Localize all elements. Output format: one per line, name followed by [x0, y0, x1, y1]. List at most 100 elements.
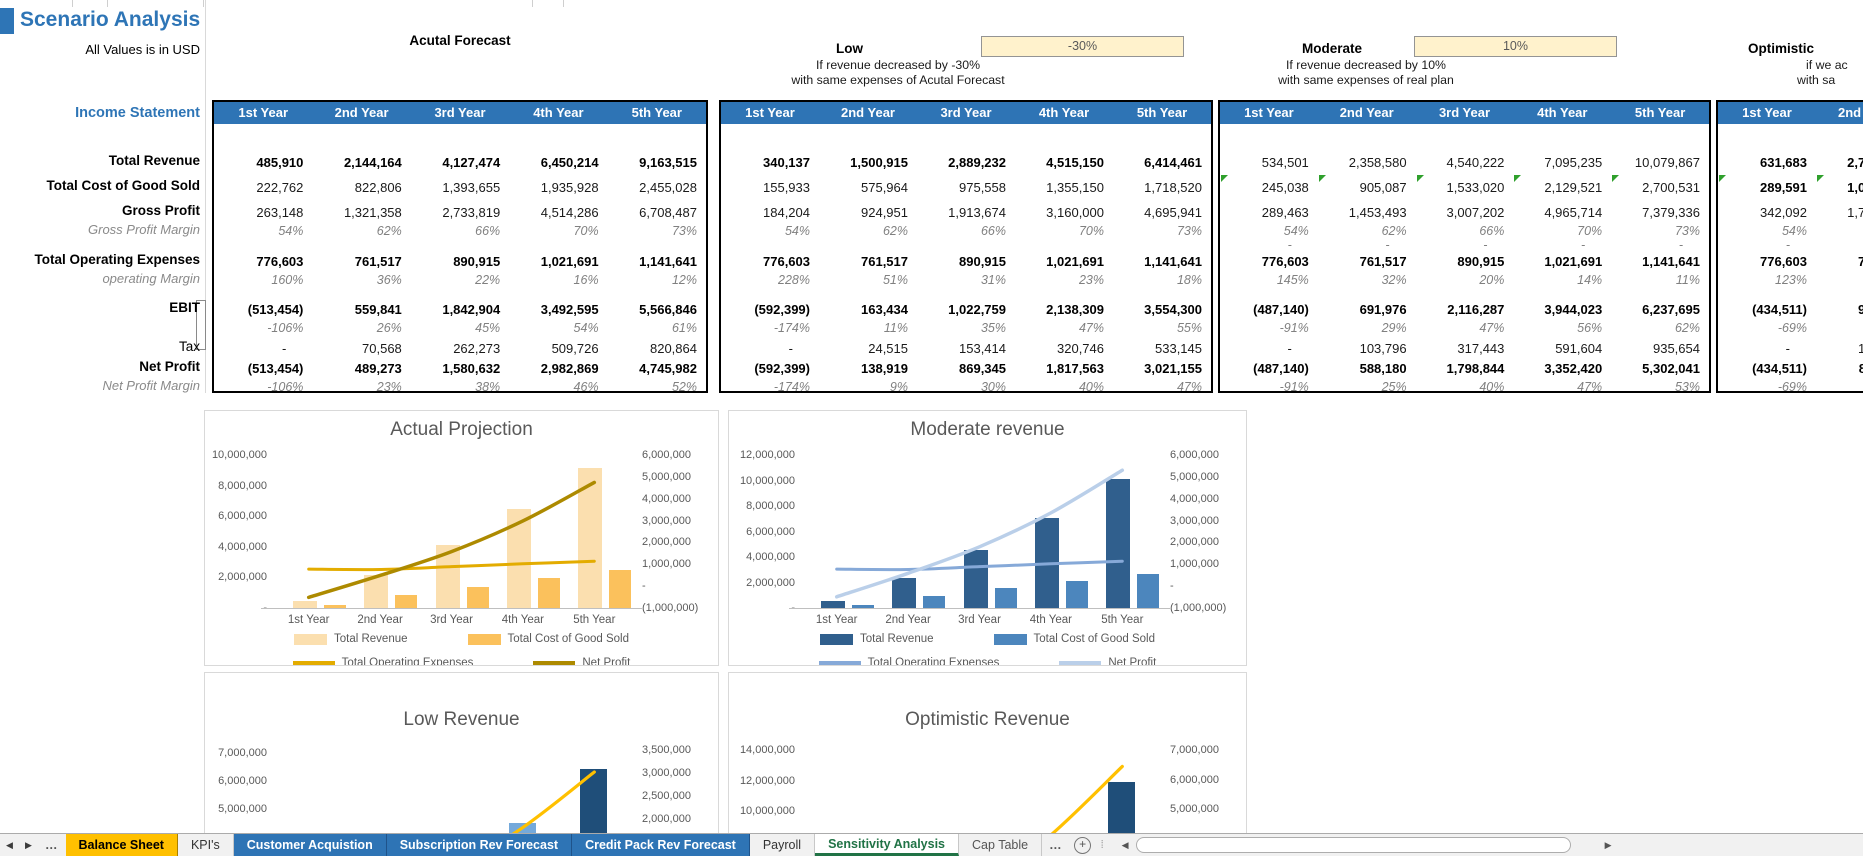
year-header[interactable]: 4th Year — [1537, 105, 1588, 120]
sheet-tab-credit-pack-rev-forecast[interactable]: Credit Pack Rev Forecast — [572, 834, 750, 856]
table-cell[interactable]: 5,302,041 — [1642, 361, 1700, 376]
table-cell[interactable]: 22% — [475, 273, 501, 287]
table-cell[interactable]: 153,414 — [959, 341, 1006, 356]
table-cell[interactable]: -174% — [773, 321, 810, 335]
table-cell[interactable]: 73% — [671, 224, 697, 238]
row-label-tax[interactable]: Tax — [178, 339, 200, 354]
table-cell[interactable]: 9,163,515 — [639, 155, 697, 170]
table-cell[interactable]: 16% — [573, 273, 599, 287]
table-cell[interactable]: (434,511) — [1752, 361, 1807, 376]
add-sheet-button[interactable]: + — [1070, 834, 1096, 856]
year-header[interactable]: 1st Year — [238, 105, 289, 120]
table-cell[interactable]: 2,787,413 — [1847, 155, 1863, 170]
table-cell[interactable]: 591,604 — [1555, 341, 1603, 356]
table-cell[interactable]: 62% — [1381, 224, 1407, 238]
table-cell[interactable]: 70% — [1078, 224, 1104, 238]
table-cell[interactable]: 11% — [1675, 273, 1700, 287]
table-cell[interactable]: 4,127,474 — [442, 155, 501, 170]
table-cell[interactable]: 3,007,202 — [1446, 205, 1505, 220]
sheet-tab-kpi-s[interactable]: KPI's — [178, 834, 234, 856]
table-cell[interactable]: 956,248 — [1858, 302, 1863, 317]
table-cell[interactable]: 184,204 — [763, 205, 810, 220]
year-header[interactable]: 2nd Year — [334, 105, 389, 120]
table-cell[interactable]: 1,021,691 — [1046, 254, 1104, 269]
table-cell[interactable]: 66% — [980, 224, 1006, 238]
table-cell[interactable]: 26% — [376, 321, 402, 335]
table-cell[interactable]: 2,138,309 — [1046, 302, 1104, 317]
table-cell[interactable]: 2,889,232 — [948, 155, 1006, 170]
table-cell[interactable]: 588,180 — [1359, 361, 1407, 376]
sheet-tab-subscription-rev-forecast[interactable]: Subscription Rev Forecast — [386, 834, 573, 856]
table-cell[interactable]: -69% — [1777, 380, 1807, 394]
row-label-revenue[interactable]: Total Revenue — [108, 153, 200, 168]
table-cell[interactable]: 34% — [1816, 320, 1863, 337]
table-cell[interactable]: 263,148 — [256, 205, 304, 220]
table-cell[interactable]: 54% — [278, 224, 304, 238]
table-cell[interactable]: (592,399) — [754, 361, 810, 376]
table-cell[interactable]: - — [1483, 238, 1488, 252]
table-cell[interactable]: 73% — [1176, 224, 1202, 238]
table-cell[interactable]: 36% — [376, 273, 402, 287]
table-cell[interactable]: 1,321,358 — [343, 205, 402, 220]
row-label-op_margin[interactable]: operating Margin — [102, 271, 200, 286]
table-cell[interactable]: 342,092 — [1760, 205, 1807, 220]
table-cell[interactable]: 138,919 — [861, 361, 908, 376]
table-cell[interactable]: 4,695,941 — [1144, 205, 1202, 220]
table-cell[interactable]: 31% — [980, 273, 1006, 287]
table-cell[interactable]: 145% — [1276, 273, 1309, 287]
scroll-left-icon[interactable]: ◀ — [1121, 839, 1129, 850]
table-cell[interactable]: 776,603 — [256, 254, 304, 269]
table-cell[interactable]: 10,079,867 — [1634, 155, 1700, 170]
table-cell[interactable]: 776,603 — [1760, 254, 1807, 269]
table-cell[interactable]: 62% — [1674, 321, 1700, 335]
table-cell[interactable]: -91% — [1279, 380, 1309, 394]
table-cell[interactable]: 320,746 — [1057, 341, 1104, 356]
table-cell[interactable]: 559,841 — [354, 302, 402, 317]
table-cell[interactable]: -174% — [773, 380, 810, 394]
table-cell[interactable]: - — [1581, 238, 1586, 252]
table-cell[interactable]: 27% — [1816, 272, 1863, 289]
table-cell[interactable]: 53% — [1674, 380, 1700, 394]
table-cell[interactable]: 2,982,869 — [540, 361, 599, 376]
table-cell[interactable]: 1,453,493 — [1348, 205, 1407, 220]
sheet-overflow-right[interactable]: … — [1049, 838, 1063, 852]
table-cell[interactable]: 30% — [980, 380, 1006, 394]
chart-moderate-revenue[interactable]: Moderate revenue 12,000,000 10,000,000 8,00… — [728, 410, 1247, 666]
table-cell[interactable]: 123% — [1775, 273, 1807, 287]
table-cell[interactable]: 1,913,674 — [948, 205, 1006, 220]
row-label-np_margin[interactable]: Net Profit Margin — [102, 378, 200, 393]
table-cell[interactable]: 691,976 — [1359, 302, 1407, 317]
year-header[interactable]: 1st Year — [745, 105, 795, 120]
row-label-net_profit[interactable]: Net Profit — [139, 359, 200, 374]
table-cell[interactable]: 70% — [1577, 224, 1603, 238]
table-cell[interactable]: 55% — [1176, 321, 1202, 335]
table-cell[interactable]: 975,558 — [959, 180, 1006, 195]
table-cell[interactable]: 935,654 — [1652, 341, 1700, 356]
table-cell[interactable]: 1,069,648 — [1847, 180, 1863, 195]
table-cell[interactable]: 509,726 — [551, 341, 599, 356]
table-cell[interactable]: 822,806 — [354, 180, 402, 195]
year-header[interactable]: 4th Year — [1038, 105, 1090, 120]
table-cell[interactable]: - — [282, 341, 287, 356]
sheet-tab-cap-table[interactable]: Cap Table — [959, 834, 1043, 856]
table-cell[interactable]: 45% — [475, 321, 501, 335]
row-label-ebit[interactable]: EBIT — [169, 300, 200, 315]
table-cell[interactable]: 52% — [671, 380, 697, 394]
sheet-tab-payroll[interactable]: Payroll — [750, 834, 816, 856]
table-cell[interactable]: 7,095,235 — [1544, 155, 1603, 170]
table-cell[interactable]: 1,533,020 — [1446, 180, 1505, 195]
table-cell[interactable]: 7,379,336 — [1642, 205, 1700, 220]
table-cell[interactable]: 103,796 — [1359, 341, 1407, 356]
table-cell[interactable]: 3,160,000 — [1046, 205, 1104, 220]
table-cell[interactable]: - — [1678, 238, 1683, 252]
table-cell[interactable]: 61% — [671, 321, 697, 335]
table-cell[interactable]: 924,951 — [861, 205, 908, 220]
table-cell[interactable]: 340,137 — [763, 155, 810, 170]
table-cell[interactable]: 47% — [1078, 321, 1104, 335]
table-cell[interactable]: 3,021,155 — [1144, 361, 1202, 376]
table-cell[interactable]: 1,935,928 — [540, 180, 599, 195]
table-cell[interactable]: 2,733,819 — [442, 205, 501, 220]
sheet-tab-balance-sheet[interactable]: Balance Sheet — [65, 834, 178, 856]
table-cell[interactable]: 485,910 — [256, 155, 304, 170]
table-cell[interactable]: 12% — [671, 273, 697, 287]
